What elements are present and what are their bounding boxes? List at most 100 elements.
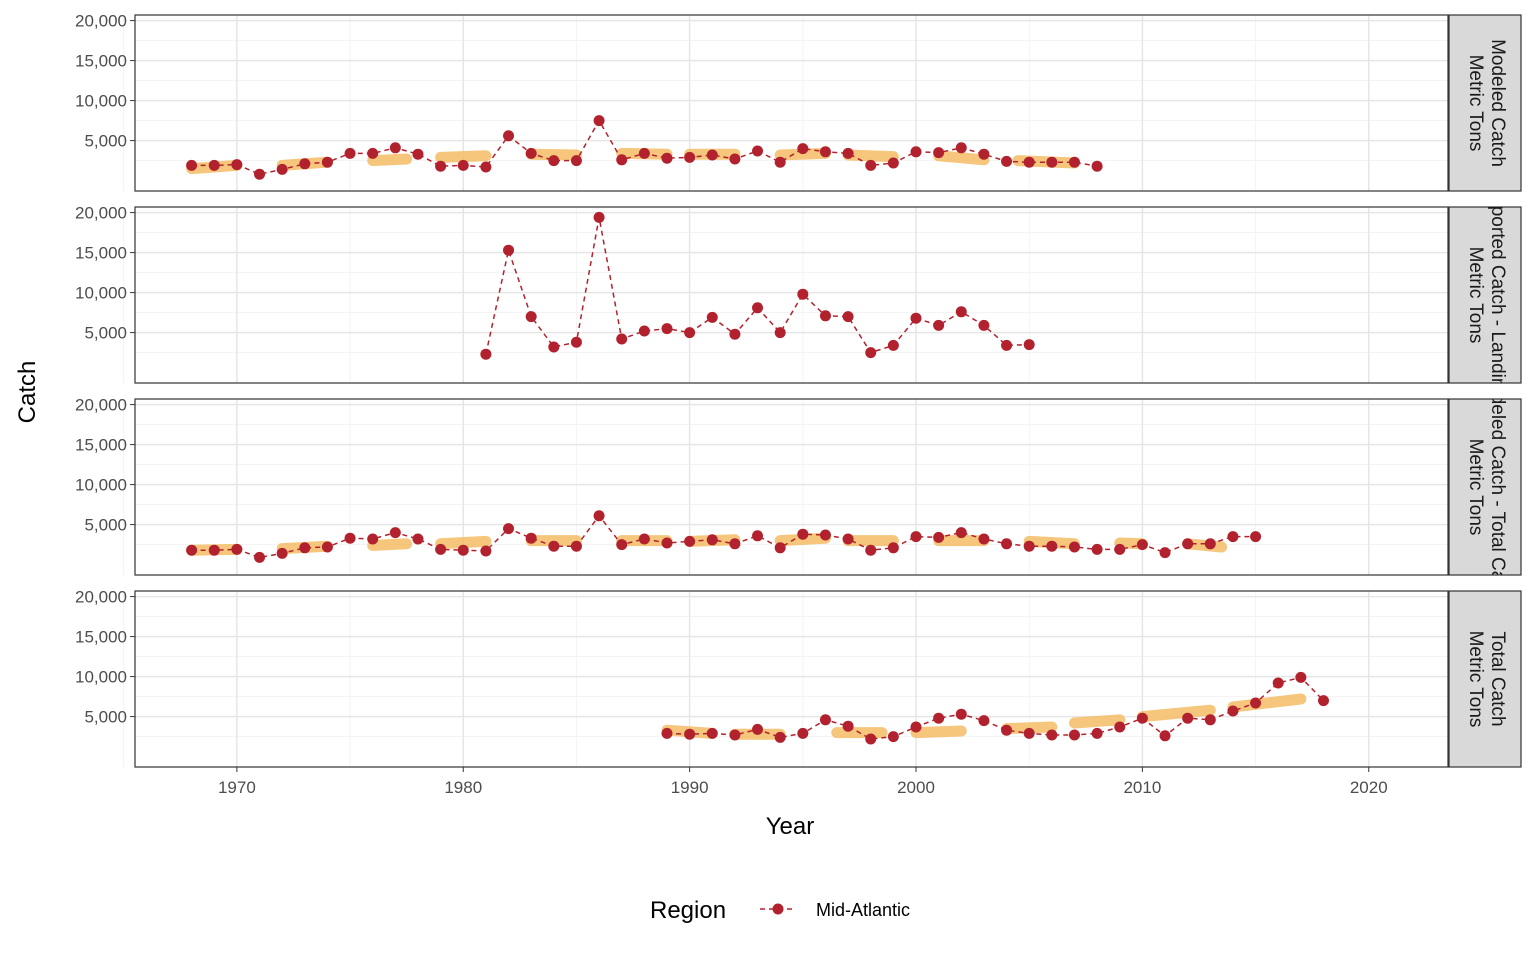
panel-border (134, 206, 1449, 384)
y-tick-label: 20,000 (75, 396, 127, 415)
panel-background (135, 399, 1448, 575)
data-point (503, 130, 515, 142)
data-point (1023, 339, 1035, 351)
y-tick-label: 20,000 (75, 588, 127, 607)
panel-1: 5,000 10,000 15,000 20,000 Modeled CatchMetr… (75, 12, 1522, 192)
data-point (480, 348, 492, 360)
strip-background (1448, 398, 1522, 576)
data-point (797, 143, 809, 155)
data-point (955, 708, 967, 720)
data-point (299, 158, 311, 170)
data-point (525, 147, 537, 159)
data-point (887, 339, 899, 351)
data-point (774, 731, 786, 743)
data-point (661, 152, 673, 164)
data-point (842, 311, 854, 323)
strip-background (1448, 206, 1522, 384)
data-point (231, 543, 243, 555)
data-point (1023, 727, 1035, 739)
data-point (1091, 160, 1103, 172)
trend-segment (435, 535, 492, 550)
data-point (208, 544, 220, 556)
trend-segment (525, 148, 582, 161)
data-point (933, 319, 945, 331)
trend-segment (933, 150, 990, 166)
data-point (321, 541, 333, 553)
data-point (752, 145, 764, 157)
data-point (548, 155, 560, 167)
data-point (1159, 547, 1171, 559)
data-point (1250, 531, 1262, 543)
trend-segment (367, 153, 413, 167)
data-point (684, 327, 696, 339)
y-tick-label: 10,000 (75, 668, 127, 687)
y-tick-label: 20,000 (75, 204, 127, 223)
data-point (457, 159, 469, 171)
data-point (1227, 531, 1239, 543)
data-point (706, 534, 718, 546)
data-point (819, 310, 831, 322)
data-point (933, 712, 945, 724)
data-point (752, 723, 764, 735)
data-point (933, 531, 945, 543)
legend-label-mid-atlantic: Mid-Atlantic (816, 900, 910, 920)
data-point (1250, 697, 1262, 709)
data-point (1046, 729, 1058, 741)
data-point (684, 151, 696, 163)
y-axis-title: Catch (14, 361, 41, 424)
data-point (842, 720, 854, 732)
strip-label-line: Modeled Catch (1487, 39, 1508, 167)
trend-segment (774, 147, 831, 161)
data-point (978, 319, 990, 331)
strip-label-line: Metric Tons (1465, 439, 1486, 536)
data-point (616, 539, 628, 551)
strip-label-line: Metric Tons (1465, 247, 1486, 344)
data-point (593, 211, 605, 223)
data-point (1091, 727, 1103, 739)
data-point (706, 311, 718, 323)
data-point (1068, 729, 1080, 741)
panel-background (135, 207, 1448, 383)
data-point (819, 529, 831, 541)
x-tick-label: 1980 (444, 778, 482, 797)
panel-background (135, 591, 1448, 767)
panel-background (135, 15, 1448, 191)
data-point (978, 715, 990, 727)
data-point (955, 527, 967, 539)
data-point (593, 115, 605, 127)
trend-segment (435, 150, 492, 163)
strip-label-line: Total Catch (1487, 631, 1508, 726)
data-point (276, 163, 288, 175)
data-point (865, 544, 877, 556)
data-point (865, 159, 877, 171)
panel-4: 5,000 10,000 15,000 20,000 Total CatchMetric… (75, 588, 1522, 768)
data-point (1114, 543, 1126, 555)
data-point (729, 729, 741, 741)
x-axis: 1970 1980 1990 2000 2010 2020 (218, 767, 1388, 797)
data-point (593, 510, 605, 522)
data-point (1182, 538, 1194, 550)
data-point (865, 733, 877, 745)
data-point (1091, 543, 1103, 555)
data-point (729, 538, 741, 550)
y-tick-label: 20,000 (75, 12, 127, 31)
trend-segment (367, 538, 413, 551)
data-point (457, 544, 469, 556)
x-tick-label: 1990 (671, 778, 709, 797)
trend-segment (1227, 693, 1307, 713)
data-point (616, 333, 628, 345)
data-point (1204, 714, 1216, 726)
y-tick-label: 10,000 (75, 476, 127, 495)
data-point (1159, 730, 1171, 742)
x-tick-label: 2010 (1123, 778, 1161, 797)
data-point (933, 147, 945, 159)
data-point (321, 156, 333, 168)
data-point (1023, 156, 1035, 168)
y-tick-label: 5,000 (84, 708, 127, 727)
data-point (616, 154, 628, 166)
data-point (1317, 695, 1329, 707)
data-point (231, 159, 243, 171)
